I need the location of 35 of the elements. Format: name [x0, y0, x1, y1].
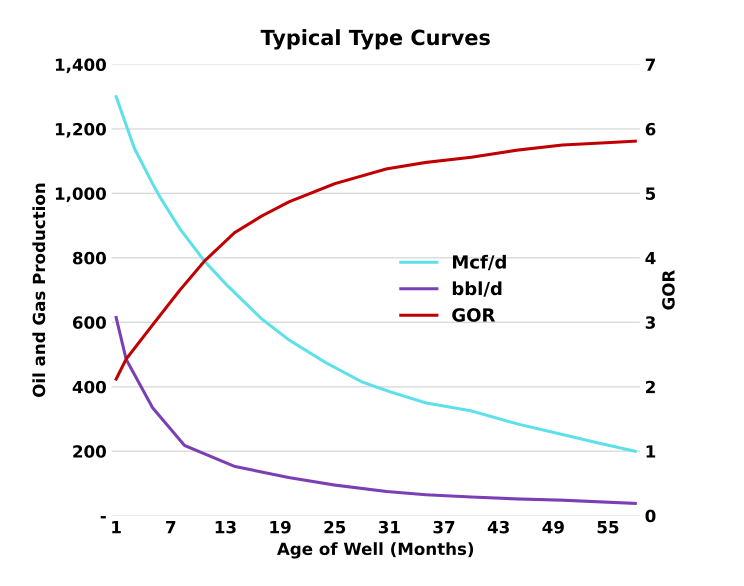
- y-tick-label: 1,200: [56, 122, 106, 138]
- y-tick-label: 1,000: [56, 187, 106, 202]
- y-tick-label: -: [100, 516, 106, 518]
- x-tick-label: 55: [598, 521, 618, 534]
- x-tick-label: 31: [378, 520, 400, 534]
- line-series: [114, 140, 637, 381]
- y2-axis-title: GOR: [662, 270, 675, 310]
- y-tick-label: 1,400: [56, 58, 106, 74]
- y2-tick-label: 2: [646, 380, 655, 394]
- y-tick-label: 800: [72, 252, 106, 264]
- y-tick-label: 400: [72, 380, 106, 394]
- line-series: [114, 95, 637, 453]
- y-axis-title: Oil and Gas Production: [32, 184, 46, 397]
- x-axis-title: Age of Well (Months): [276, 542, 474, 558]
- x-tick-label: 19: [270, 520, 291, 534]
- y2-tick-label: 5: [646, 188, 656, 200]
- y2-tick-label: 0: [646, 510, 656, 522]
- chart-title: Typical Type Curves: [260, 29, 490, 50]
- x-tick-label: 37: [434, 520, 454, 534]
- y2-tick-label: 4: [645, 252, 656, 264]
- x-tick-label: 25: [324, 520, 346, 534]
- x-tick-label: 1: [112, 521, 121, 534]
- y2-tick-label: 7: [646, 58, 655, 71]
- x-tick-label: 13: [216, 520, 236, 534]
- x-tick-label: 7: [166, 521, 176, 534]
- y2-tick-label: 1: [646, 445, 656, 458]
- y2-tick-label: 6: [646, 122, 656, 136]
- y2-tick-label: 3: [646, 316, 655, 329]
- y-tick-label: 600: [72, 316, 106, 329]
- legend-label: Mcf/d: [452, 254, 506, 270]
- y-tick-label: 200: [73, 445, 106, 458]
- legend-label: bbl/d: [452, 281, 502, 297]
- x-tick-label: 49: [542, 520, 564, 534]
- x-tick-label: 43: [488, 520, 509, 534]
- legend-label: GOR: [452, 308, 496, 322]
